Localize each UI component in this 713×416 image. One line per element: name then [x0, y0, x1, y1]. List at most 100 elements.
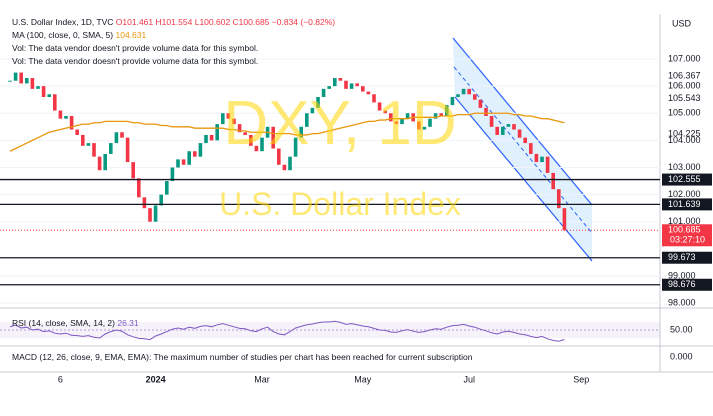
candle	[428, 118, 432, 127]
candle	[271, 126, 275, 149]
candle	[310, 107, 315, 114]
level-badge	[662, 173, 712, 186]
candle	[461, 88, 466, 95]
candle	[383, 110, 387, 114]
candle	[86, 143, 91, 146]
candle	[237, 124, 242, 133]
x-tick-label: 6	[58, 374, 63, 384]
candle	[293, 137, 298, 157]
candle	[405, 113, 410, 119]
candle	[81, 134, 85, 146]
channel-upper	[452, 37, 593, 206]
candle	[193, 151, 197, 157]
candle	[557, 189, 561, 209]
y-tick-label: 104.000	[668, 135, 701, 145]
rsi-line	[9, 320, 565, 342]
candle	[159, 194, 163, 206]
candle	[114, 132, 119, 144]
y-tick-label: 106.367	[668, 71, 701, 81]
watermark: DXY, 1D	[223, 89, 457, 158]
candle	[288, 156, 292, 171]
rsi-name: RSI (14, close, SMA, 14, 2)	[12, 318, 115, 328]
candle	[58, 110, 63, 119]
candle	[450, 96, 455, 106]
candle	[221, 113, 225, 125]
candle	[249, 134, 253, 146]
x-tick-label: Jul	[463, 374, 475, 384]
candle	[30, 78, 35, 89]
x-tick-label: May	[354, 374, 372, 384]
candle	[120, 132, 124, 138]
candle	[305, 113, 309, 127]
ma-legend: MA (100, close, 0, SMA, 5) 104.631	[12, 30, 146, 40]
candle	[433, 113, 438, 119]
candle	[176, 159, 180, 168]
watermark-subtitle: U.S. Dollar Index	[219, 186, 461, 222]
level-badge	[662, 251, 712, 264]
channel-mid	[453, 66, 593, 234]
candle	[484, 107, 488, 116]
candle	[534, 153, 539, 163]
level-label: 102.555	[668, 174, 701, 184]
candle	[125, 137, 130, 163]
ma-line	[9, 112, 565, 152]
candle	[545, 156, 550, 173]
candle	[69, 115, 74, 130]
candle	[165, 181, 169, 195]
candle	[338, 78, 343, 81]
candle	[142, 197, 147, 209]
last-price-badge	[662, 224, 712, 247]
candle	[299, 126, 303, 138]
candle	[47, 94, 51, 97]
candle	[400, 118, 404, 125]
legend-title: U.S. Dollar Index, 1D, TVC O101.461 H101…	[12, 17, 335, 27]
candle	[243, 132, 247, 135]
candle	[422, 126, 427, 130]
candle	[316, 96, 320, 108]
candle	[13, 72, 18, 81]
candle	[321, 88, 326, 97]
level-badge	[662, 278, 712, 291]
candle	[344, 80, 348, 89]
y-tick-label: 103.000	[668, 162, 701, 172]
candle	[232, 118, 236, 125]
candle	[8, 80, 12, 82]
y-tick-label: 105.543	[668, 93, 701, 103]
candle	[97, 156, 102, 171]
candle	[64, 115, 68, 119]
y-tick-label: 104.225	[668, 129, 701, 139]
candle	[19, 72, 23, 84]
y-tick-label: 107.000	[668, 53, 701, 63]
candle	[36, 86, 40, 89]
y-tick-label: 105.000	[668, 108, 701, 118]
candle	[394, 121, 399, 125]
candle	[540, 156, 544, 163]
candle	[254, 145, 259, 152]
candle	[523, 137, 527, 144]
candle	[478, 99, 483, 108]
candle	[215, 124, 219, 141]
candle	[41, 86, 46, 97]
y-tick-label: 106.000	[668, 81, 701, 91]
y-tick-label: 99.000	[668, 270, 696, 280]
candle	[137, 178, 141, 198]
candle	[467, 88, 471, 95]
candle	[209, 134, 214, 141]
candle	[551, 172, 555, 190]
symbol: U.S. Dollar Index, 1D, TVC	[12, 17, 114, 27]
ma-name: MA (100, close, 0, SMA, 5)	[12, 30, 114, 40]
candle	[103, 153, 107, 171]
candle	[187, 151, 191, 165]
candle	[501, 126, 505, 135]
candle	[148, 208, 152, 222]
macd-legend: MACD (12, 26, close, 9, EMA, EMA): The m…	[12, 352, 473, 362]
candle	[439, 113, 443, 116]
candle	[372, 94, 376, 103]
macd-tick-label: 0.000	[670, 351, 693, 361]
candle	[361, 86, 365, 92]
candle	[489, 115, 494, 127]
rsi-tick-label: 50.00	[670, 324, 693, 334]
candle	[517, 129, 522, 138]
